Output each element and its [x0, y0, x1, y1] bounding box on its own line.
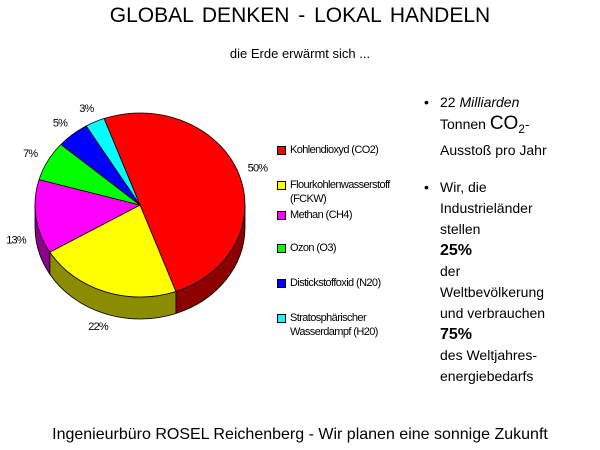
value-label: 13% [6, 235, 27, 247]
bullet-dot: • [424, 94, 429, 110]
text: CO [489, 113, 519, 134]
bullet: • Wir, die Industrieländer stellen 25% d… [424, 177, 545, 384]
legend-label: Kohlendioxyd (CO2) [290, 144, 379, 156]
legend-swatch [277, 181, 286, 190]
legend-item: Flourkohlenwasserstoff (FCKW) [277, 178, 415, 206]
legend-label: Stratosphärischer Wasserdampf (H20) [290, 312, 378, 338]
legend-item: Distickstoffoxid (N20) [277, 276, 415, 290]
value-label: 50% [248, 163, 269, 175]
value-label: 7% [23, 148, 38, 160]
legend-item: Stratosphärischer Wasserdampf (H20) [277, 311, 415, 339]
text: 2 [518, 122, 525, 136]
value-label: 3% [79, 103, 94, 115]
legend-swatch [277, 146, 286, 155]
value-label: 22% [88, 321, 109, 333]
legend-label: Distickstoffoxid (N20) [290, 277, 381, 289]
slice [85, 118, 141, 206]
legend-item: Kohlendioxyd (CO2) [277, 143, 415, 157]
legend-item: Ozon (O3) [277, 241, 415, 255]
text: des Weltjahres-energiebedarfs [440, 347, 538, 384]
text: 25% [440, 242, 473, 259]
slice [49, 204, 177, 298]
text: Wir, die Industrieländer stellen [440, 179, 533, 237]
legend-label: Flourkohlenwasserstoff (FCKW) [290, 179, 390, 205]
text: 75% [440, 326, 473, 343]
footer: Ingenieurbüro ROSEL Reichenberg - Wir pl… [52, 426, 548, 443]
legend-swatch [277, 279, 286, 288]
bullet: • 22 Milliarden Tonnen CO2-Ausstoß pro J… [424, 92, 547, 158]
slice [34, 179, 142, 253]
legend-swatch [277, 314, 286, 323]
bullet-dot: • [424, 179, 429, 195]
bullet-text: 22 Milliarden Tonnen CO2-Ausstoß pro Jah… [440, 92, 565, 161]
text: -Ausstoß pro Jahr [440, 116, 547, 158]
value-label: 5% [53, 117, 68, 129]
legend-item: Methan (CH4) [277, 208, 415, 222]
chart-title: GLOBAL DENKEN - LOKAL HANDELN [109, 4, 491, 27]
legend-label: Methan (CH4) [290, 209, 352, 221]
legend-label: Ozon (O3) [290, 242, 337, 254]
text: Milliarden [459, 94, 520, 110]
text: 22 [440, 94, 456, 110]
slice [103, 112, 246, 292]
text: Tonnen [440, 116, 486, 132]
legend-swatch [277, 211, 286, 220]
text: der Weltbevölkerung und verbrauchen [440, 263, 546, 321]
bullet-text: Wir, die Industrieländer stellen 25% der… [440, 177, 560, 387]
legend-swatch [277, 244, 286, 253]
chart-subtitle: die Erde erwärmt sich ... [229, 46, 371, 61]
